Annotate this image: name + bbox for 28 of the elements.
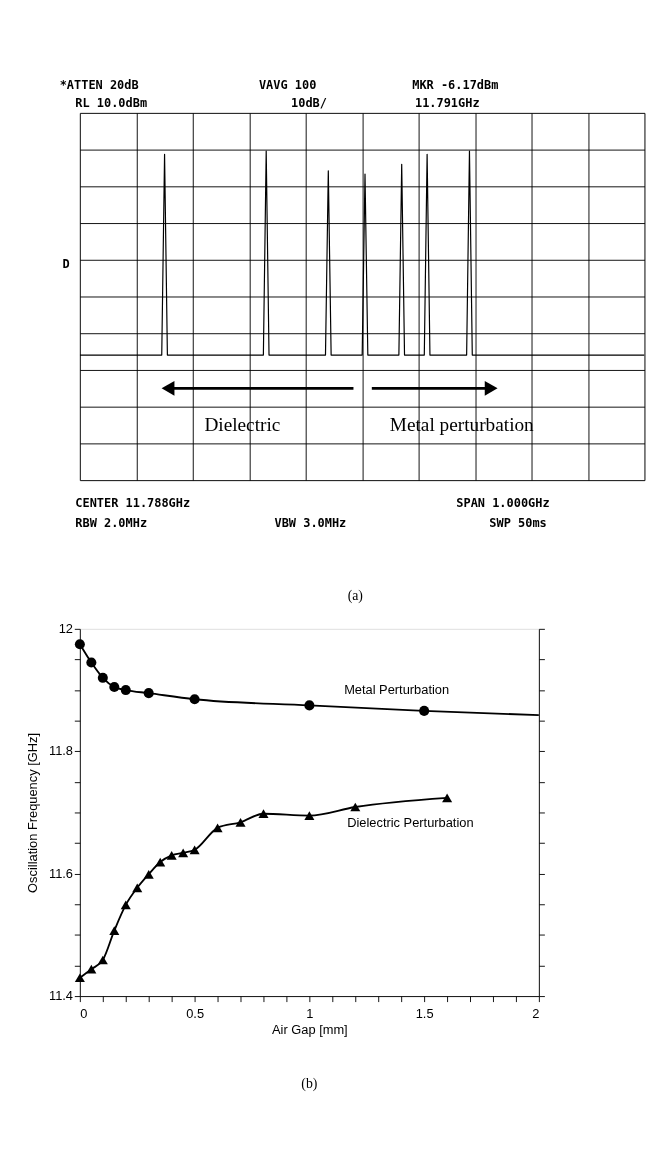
text: SPAN 1.000GHz — [456, 495, 550, 510]
text: *ATTEN 20dB — [59, 78, 139, 93]
x-tick-label: 2 — [532, 1005, 540, 1021]
x-axis-title: Air Gap [mm] — [272, 1022, 348, 1038]
x-tick-label: 0 — [80, 1005, 88, 1021]
y-tick-label: 11.6 — [48, 865, 73, 881]
text: MKR -6.17dBm — [412, 78, 499, 93]
x-tick-label: 1.5 — [415, 1005, 434, 1021]
text: RL 10.0dBm — [75, 96, 148, 111]
text: CENTER 11.788GHz — [75, 495, 191, 510]
text: SWP 50ms — [489, 515, 547, 530]
text: (a) — [347, 587, 363, 604]
series-label: Dielectric Perturbation — [347, 815, 474, 831]
y-tick-label: 11.8 — [48, 743, 73, 759]
annotation: Metal perturbation — [389, 413, 535, 435]
text: 10dB/ — [291, 96, 327, 111]
text: (b) — [301, 1075, 318, 1092]
text: RBW 2.0MHz — [75, 515, 148, 530]
text: 11.791GHz — [414, 96, 480, 111]
x-tick-label: 1 — [306, 1005, 314, 1021]
text: VBW 3.0MHz — [274, 515, 347, 530]
text: D — [62, 257, 70, 272]
x-tick-label: 0.5 — [186, 1005, 205, 1021]
y-tick-label: 11.4 — [48, 988, 73, 1004]
y-tick-label: 12 — [58, 621, 73, 637]
series-label: Metal Perturbation — [344, 682, 450, 698]
y-axis-title: Oscillation Frequency [GHz] — [24, 733, 40, 893]
text: VAVG 100 — [258, 78, 317, 93]
